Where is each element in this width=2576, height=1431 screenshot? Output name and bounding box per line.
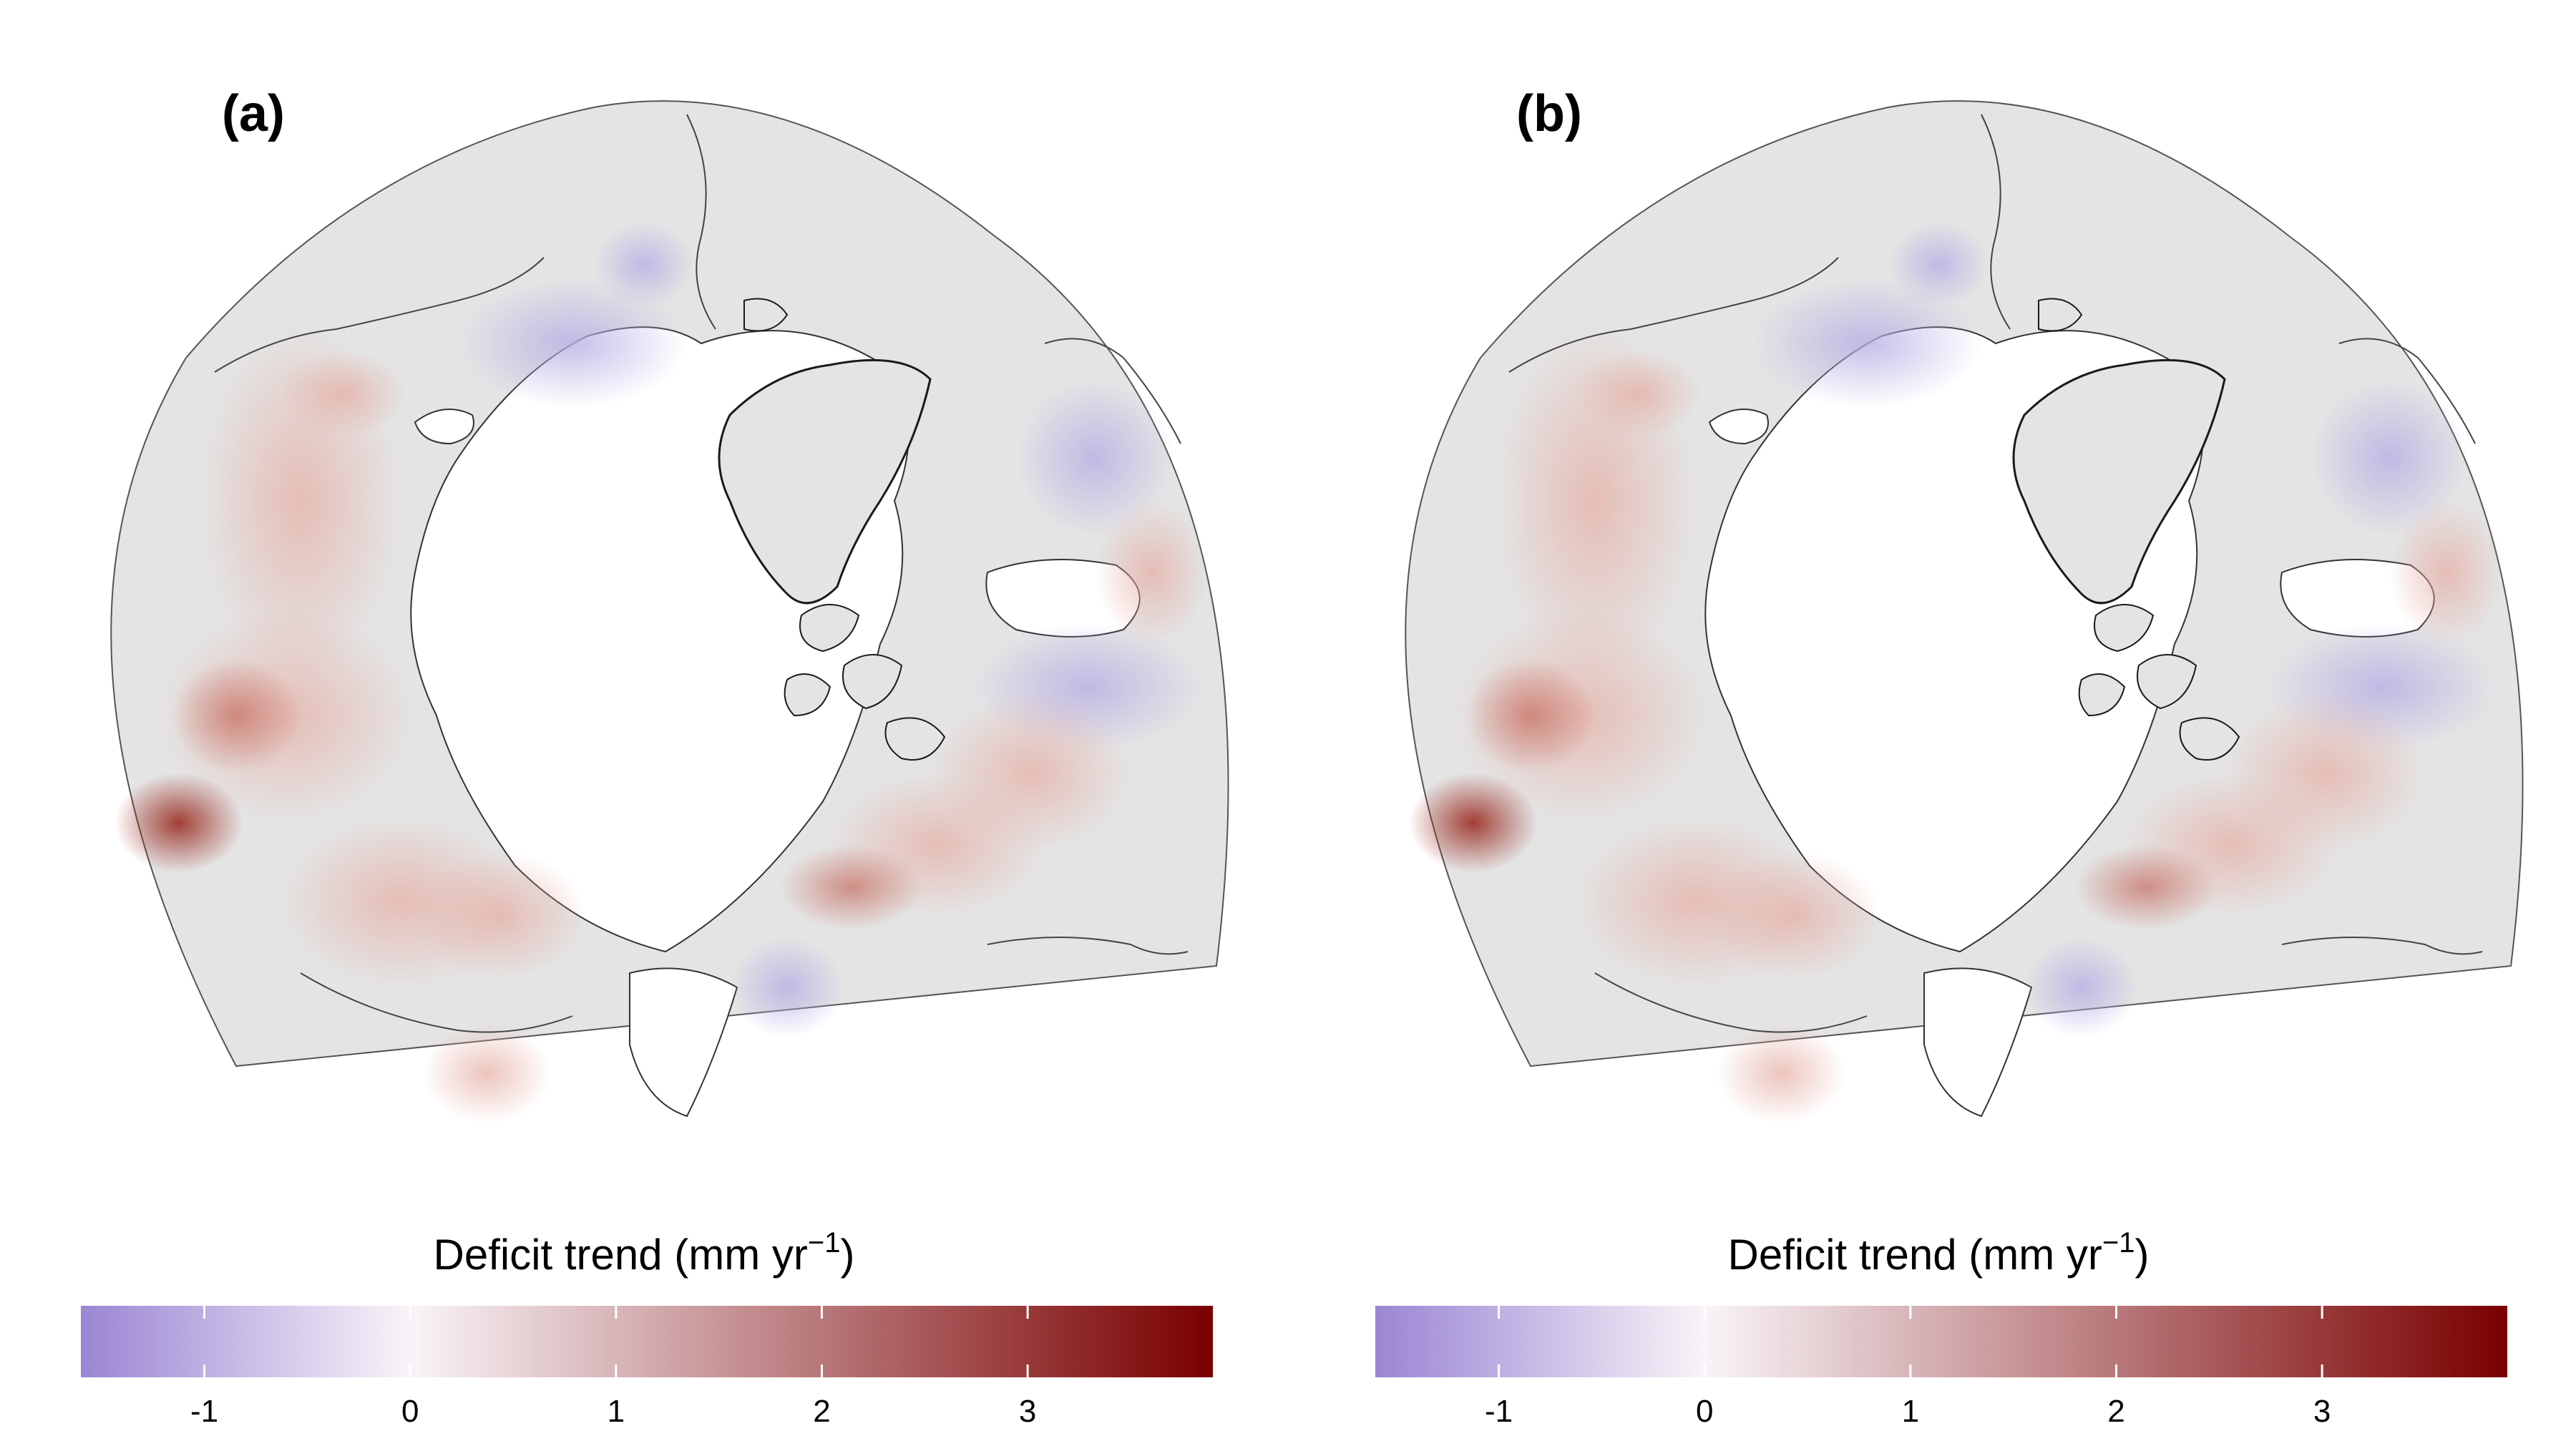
canadian-archipelago: [743, 298, 946, 761]
colorbar-b: -1 0 1 2 3: [1375, 1306, 2507, 1429]
trend-field: [1409, 222, 2504, 1123]
colorbar-a: -1 0 1 2 3: [81, 1306, 1213, 1429]
coastline: [1508, 114, 2483, 1033]
colorbar-tick-label: 3: [2313, 1394, 2331, 1429]
panel-b: (b) Deficit trend (mm yr−1) -1 0 1 2 3: [1294, 0, 2576, 1431]
colorbar-title-b: Deficit trend (mm yr−1): [1294, 1227, 2576, 1279]
colorbar-gradient: [81, 1306, 1213, 1377]
colorbar-title-text: Deficit trend (mm yr: [1727, 1231, 2102, 1279]
colorbar-title-a: Deficit trend (mm yr−1): [0, 1227, 1288, 1279]
greenland: [2012, 358, 2226, 605]
colorbar-tick-label: 0: [401, 1394, 419, 1429]
trend-field: [114, 222, 1209, 1123]
polar-map-b: [1405, 100, 2524, 1123]
colorbar-title-exponent: −1: [807, 1227, 841, 1259]
colorbar-title-suffix: ): [2135, 1231, 2150, 1279]
colorbar-tick-label: 2: [813, 1394, 830, 1429]
panel-a: (a) Deficit trend (mm yr−1) -1 0 1 2 3: [0, 85, 1288, 1429]
colorbar-title-text: Deficit trend (mm yr: [433, 1231, 808, 1279]
colorbar-tick-label: 2: [2107, 1394, 2124, 1429]
greenland: [718, 358, 932, 605]
polar-map-a: [110, 100, 1229, 1123]
colorbar-tick-label: 1: [1902, 1394, 1919, 1429]
colorbar-tick-label: 0: [1696, 1394, 1713, 1429]
colorbar-title-suffix: ): [840, 1231, 855, 1279]
colorbar-tick-label: -1: [190, 1394, 218, 1429]
colorbar-gradient: [1375, 1306, 2507, 1377]
canadian-archipelago: [2038, 298, 2240, 761]
colorbar-tick-label: 1: [608, 1394, 625, 1429]
colorbar-tick-label: 3: [1019, 1394, 1036, 1429]
panel-label-b: (b): [1516, 85, 1582, 142]
coastline: [214, 114, 1189, 1033]
colorbar-tick-label: -1: [1485, 1394, 1513, 1429]
panel-label-a: (a): [222, 85, 285, 142]
colorbar-title-exponent: −1: [2102, 1227, 2135, 1259]
